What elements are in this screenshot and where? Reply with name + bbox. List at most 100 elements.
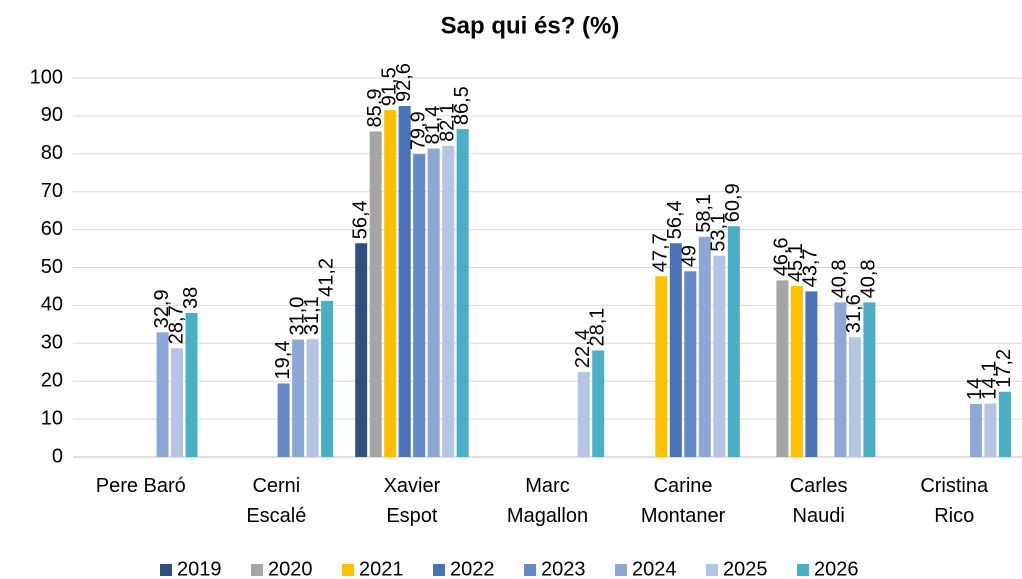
y-tick-label: 0	[52, 445, 63, 467]
bar	[156, 332, 169, 457]
data-label: 28,7	[165, 305, 187, 344]
data-label: 41,2	[315, 258, 337, 297]
data-label: 31,1	[301, 296, 323, 335]
data-label: 28,1	[587, 308, 609, 347]
bar	[427, 148, 440, 457]
bar	[984, 403, 997, 457]
legend-label: 2019	[177, 558, 222, 579]
legend-label: 2021	[359, 558, 404, 579]
y-tick-label: 50	[41, 256, 63, 278]
y-tick-label: 60	[41, 218, 63, 240]
bar	[805, 291, 818, 457]
legend-swatch	[160, 564, 172, 576]
legend-label: 2026	[814, 558, 859, 579]
y-tick-label: 30	[41, 332, 63, 354]
data-label: 86,5	[451, 86, 473, 125]
bar	[384, 110, 397, 457]
data-label: 58,1	[693, 194, 715, 233]
legend-swatch	[615, 564, 627, 576]
data-label: 60,9	[722, 183, 744, 222]
bar	[848, 337, 861, 457]
data-label: 45,1	[785, 243, 807, 282]
y-tick-label: 100	[30, 66, 63, 88]
data-label: 56,4	[664, 200, 686, 239]
data-label: 40,8	[829, 259, 851, 298]
bar	[398, 106, 411, 458]
bar	[834, 302, 847, 457]
chart-title: Sap qui és? (%)	[441, 12, 620, 39]
legend-swatch	[797, 564, 809, 576]
data-label: 38	[180, 287, 202, 309]
bar	[592, 350, 605, 457]
data-label: 32,9	[151, 289, 173, 328]
legend-label: 2025	[723, 558, 768, 579]
bar	[655, 276, 668, 457]
bar	[355, 243, 368, 457]
legend-swatch	[433, 564, 445, 576]
bar	[369, 131, 382, 457]
data-label: 22,4	[572, 329, 594, 368]
bar	[698, 236, 711, 457]
data-label: 47,7	[650, 233, 672, 272]
bar	[969, 403, 982, 457]
data-label: 79,9	[407, 111, 429, 150]
data-label: 14,1	[979, 361, 1001, 400]
y-tick-label: 70	[41, 180, 63, 202]
bar	[790, 286, 803, 457]
data-label: 46,6	[771, 237, 793, 276]
data-label: 14	[964, 378, 986, 400]
bar	[684, 271, 697, 457]
legend-label: 2024	[632, 558, 677, 579]
y-tick-label: 80	[41, 142, 63, 164]
data-label: 56,4	[349, 200, 371, 239]
y-tick-label: 10	[41, 407, 63, 429]
x-tick-label: Cerni Escalé	[246, 475, 306, 527]
data-label: 82,1	[436, 103, 458, 142]
bar	[171, 348, 184, 457]
bar	[713, 255, 726, 457]
bar	[442, 145, 455, 457]
bar	[306, 339, 319, 457]
bar	[727, 226, 740, 457]
data-label: 43,7	[800, 248, 822, 287]
legend-label: 2022	[450, 558, 495, 579]
legend-swatch	[524, 564, 536, 576]
bar	[776, 280, 789, 457]
bar	[669, 243, 682, 457]
x-tick-label: Marc Magallon	[507, 475, 588, 527]
legend-swatch	[251, 564, 263, 576]
y-tick-label: 90	[41, 104, 63, 126]
x-tick-label: Carine Montaner	[641, 475, 726, 527]
legend-label: 2020	[268, 558, 313, 579]
bar	[277, 383, 290, 457]
x-tick-label: Xavier Espot	[384, 475, 441, 527]
bar	[456, 129, 469, 458]
bar	[577, 372, 590, 457]
legend-label: 2023	[541, 558, 586, 579]
data-label: 49	[679, 245, 701, 267]
bar	[413, 154, 426, 457]
legend-swatch	[342, 564, 354, 576]
data-label: 53,1	[708, 213, 730, 252]
data-label: 40,8	[858, 259, 880, 298]
data-label: 31,0	[286, 297, 308, 336]
bar	[185, 312, 198, 457]
bar	[292, 339, 305, 457]
data-label: 17,2	[993, 349, 1015, 388]
bar	[321, 300, 334, 457]
x-tick-label: Pere Baró	[96, 475, 186, 497]
data-label: 81,4	[422, 106, 444, 145]
bar	[998, 391, 1011, 457]
data-label: 31,6	[843, 294, 865, 333]
bar	[863, 302, 876, 457]
legend-swatch	[706, 564, 718, 576]
y-tick-label: 20	[41, 369, 63, 391]
x-tick-label: Carles Naudi	[790, 475, 848, 527]
y-tick-label: 40	[41, 294, 63, 316]
data-label: 85,9	[364, 89, 386, 128]
data-label: 19,4	[272, 341, 294, 380]
data-label: 92,6	[393, 63, 415, 102]
x-tick-label: Cristina Rico	[920, 475, 989, 527]
data-label: 91,5	[378, 67, 400, 106]
